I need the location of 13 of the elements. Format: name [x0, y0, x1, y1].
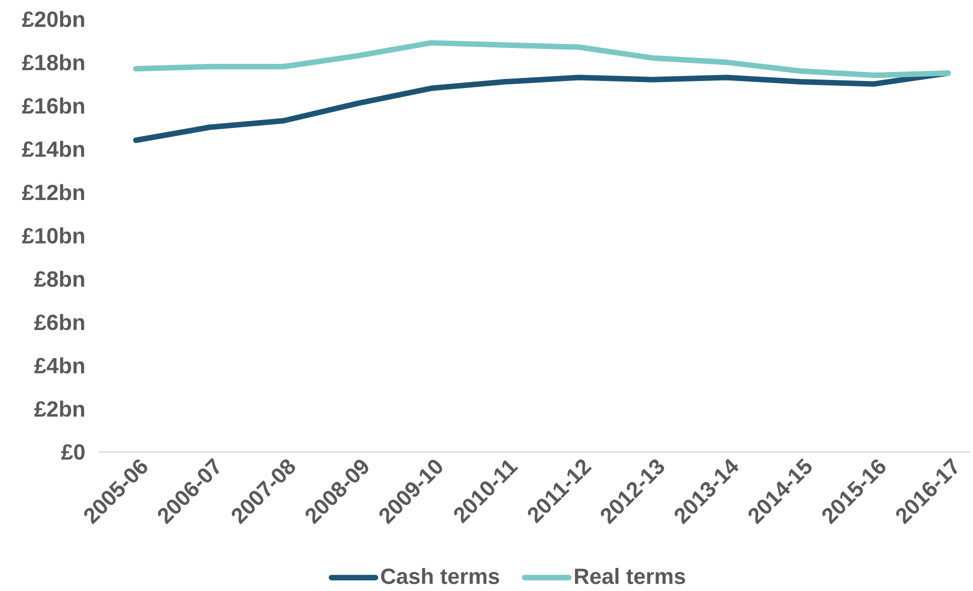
legend-label: Real terms [575, 568, 686, 584]
legend-label: Cash terms [381, 568, 500, 584]
y-tick-label: £4bn [34, 357, 84, 374]
y-tick-label: £2bn [34, 400, 84, 417]
y-tick-label: £18bn [22, 54, 84, 70]
y-tick-label: £0 [61, 444, 85, 460]
y-tick-label: £6bn [34, 314, 84, 330]
y-tick-label: £14bn [22, 140, 84, 157]
y-tick-label: £10bn [22, 227, 84, 244]
y-tick-label: £12bn [22, 184, 84, 200]
y-tick-label: £8bn [34, 270, 84, 287]
y-tick-label: £20bn [22, 10, 84, 28]
y-tick-label: £16bn [22, 98, 84, 114]
